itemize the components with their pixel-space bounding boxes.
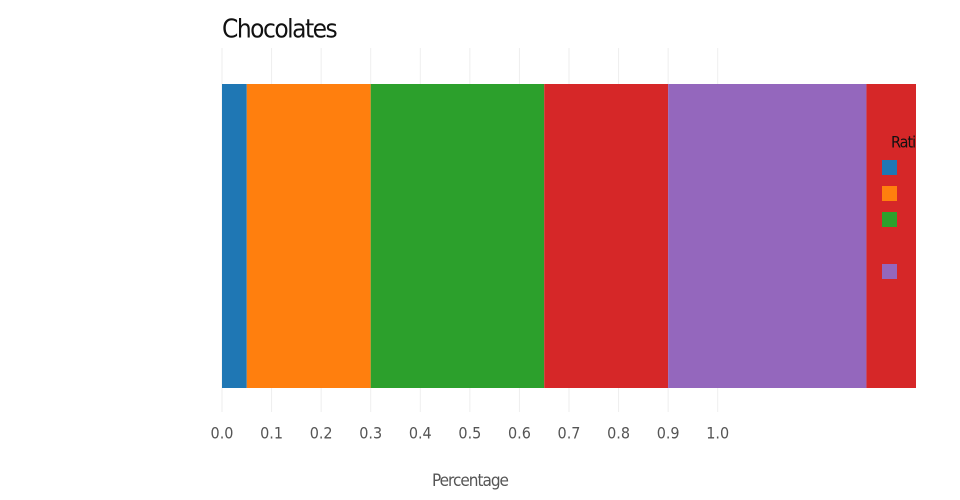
legend-swatch — [882, 264, 897, 279]
bars — [222, 84, 916, 388]
x-axis-label: Percentage — [432, 471, 509, 491]
x-tick-label: 0.2 — [310, 424, 333, 443]
x-tick-label: 0.3 — [359, 424, 382, 443]
chart-title: Chocolates — [222, 15, 338, 45]
legend: Rati — [882, 133, 916, 279]
x-tick-label: 0.7 — [558, 424, 581, 443]
bar-segment — [668, 84, 867, 388]
x-tick-label: 0.4 — [409, 424, 432, 443]
bar-segment — [370, 84, 545, 388]
bar-segment — [222, 84, 247, 388]
x-tick-label: 0.6 — [508, 424, 531, 443]
x-tick-label: 0.8 — [607, 424, 630, 443]
x-tick-label: 0.0 — [211, 424, 234, 443]
bar-segment — [246, 84, 371, 388]
x-tick-label: 1.0 — [706, 424, 729, 443]
x-tick-label: 0.1 — [260, 424, 283, 443]
x-tick-label: 0.9 — [657, 424, 680, 443]
legend-swatch — [882, 186, 897, 201]
bar-segment — [544, 84, 669, 388]
legend-swatch — [882, 160, 897, 175]
legend-title: Rati — [891, 133, 915, 152]
legend-swatch — [882, 212, 897, 227]
x-tick-label: 0.5 — [458, 424, 481, 443]
bar-segment — [866, 84, 916, 388]
